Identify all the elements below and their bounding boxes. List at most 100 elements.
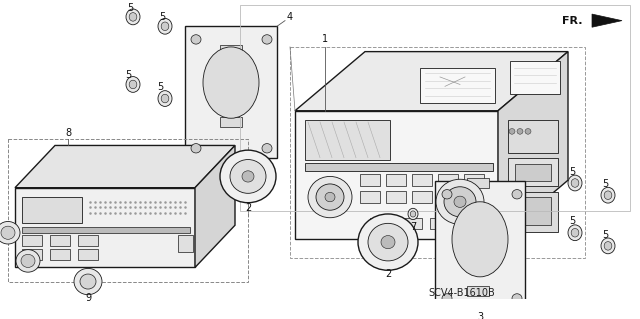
Ellipse shape (444, 187, 476, 217)
Ellipse shape (442, 294, 452, 303)
Bar (240, 5, 630, 211)
Polygon shape (15, 188, 195, 267)
Ellipse shape (230, 160, 266, 193)
Bar (508, 120, 558, 153)
Text: 5: 5 (569, 167, 575, 177)
Bar (508, 158, 558, 186)
Ellipse shape (381, 235, 395, 249)
Polygon shape (295, 111, 498, 239)
Bar (78, 249, 98, 260)
Polygon shape (15, 145, 235, 188)
Text: 2: 2 (385, 269, 391, 279)
Ellipse shape (242, 171, 254, 182)
Ellipse shape (436, 179, 484, 224)
Bar (435, 181, 525, 308)
Bar (370, 218, 392, 229)
Bar (178, 234, 193, 251)
Ellipse shape (509, 129, 515, 134)
Ellipse shape (158, 19, 172, 34)
Ellipse shape (410, 211, 416, 217)
Bar (460, 218, 482, 229)
Ellipse shape (604, 191, 612, 199)
Ellipse shape (129, 13, 137, 21)
Ellipse shape (262, 35, 272, 44)
Polygon shape (195, 145, 235, 267)
Polygon shape (420, 68, 495, 103)
Bar (467, 286, 489, 296)
Bar (290, 47, 585, 258)
Ellipse shape (601, 187, 615, 203)
Text: 7: 7 (410, 222, 416, 232)
Ellipse shape (161, 22, 169, 31)
Text: 1: 1 (322, 34, 328, 44)
Bar (438, 174, 458, 186)
Text: SCV4-B1610B: SCV4-B1610B (429, 288, 495, 298)
Ellipse shape (517, 129, 523, 134)
Text: 5: 5 (569, 217, 575, 226)
Ellipse shape (191, 35, 201, 44)
Bar (22, 234, 42, 246)
Bar (464, 190, 484, 203)
Ellipse shape (0, 221, 20, 244)
Bar (412, 190, 432, 203)
Bar (185, 26, 277, 158)
Ellipse shape (571, 179, 579, 187)
Bar (22, 227, 190, 233)
Ellipse shape (126, 77, 140, 92)
Ellipse shape (21, 254, 35, 267)
Ellipse shape (191, 144, 201, 153)
Ellipse shape (454, 196, 466, 207)
Bar (400, 218, 422, 229)
Bar (515, 197, 551, 225)
Text: 2: 2 (245, 203, 251, 213)
Ellipse shape (408, 208, 418, 219)
Bar (305, 120, 390, 160)
Bar (508, 192, 558, 232)
Text: 8: 8 (65, 128, 71, 138)
Text: 4: 4 (287, 12, 293, 22)
Ellipse shape (525, 129, 531, 134)
Ellipse shape (158, 91, 172, 107)
Ellipse shape (568, 225, 582, 241)
Text: 5: 5 (127, 3, 133, 12)
Ellipse shape (568, 175, 582, 191)
Bar (515, 164, 551, 181)
Ellipse shape (203, 47, 259, 118)
Text: 5: 5 (157, 82, 163, 92)
Bar (22, 249, 42, 260)
Ellipse shape (262, 144, 272, 153)
Bar (78, 234, 98, 246)
Text: 3: 3 (477, 312, 483, 319)
Ellipse shape (161, 94, 169, 103)
Ellipse shape (452, 202, 508, 277)
Text: FR.: FR. (562, 16, 582, 26)
Ellipse shape (442, 189, 452, 199)
Ellipse shape (601, 238, 615, 254)
Polygon shape (592, 14, 622, 27)
Ellipse shape (512, 189, 522, 199)
Text: 5: 5 (159, 12, 165, 22)
Ellipse shape (604, 241, 612, 250)
Bar (386, 174, 406, 186)
Polygon shape (510, 61, 560, 94)
Bar (360, 174, 380, 186)
Text: 9: 9 (85, 293, 91, 303)
Ellipse shape (316, 184, 344, 210)
Ellipse shape (129, 80, 137, 89)
Ellipse shape (16, 250, 40, 272)
Ellipse shape (74, 268, 102, 295)
Text: 5: 5 (125, 70, 131, 80)
Bar (220, 117, 242, 127)
Bar (467, 178, 489, 188)
Bar (464, 174, 484, 186)
Ellipse shape (512, 294, 522, 303)
Bar (305, 163, 493, 171)
Ellipse shape (358, 214, 418, 270)
Text: 9: 9 (7, 228, 13, 238)
Bar (220, 45, 242, 55)
Ellipse shape (308, 176, 352, 218)
Text: 5: 5 (602, 179, 608, 189)
Ellipse shape (325, 192, 335, 202)
Bar (8, 139, 248, 282)
Bar (360, 190, 380, 203)
